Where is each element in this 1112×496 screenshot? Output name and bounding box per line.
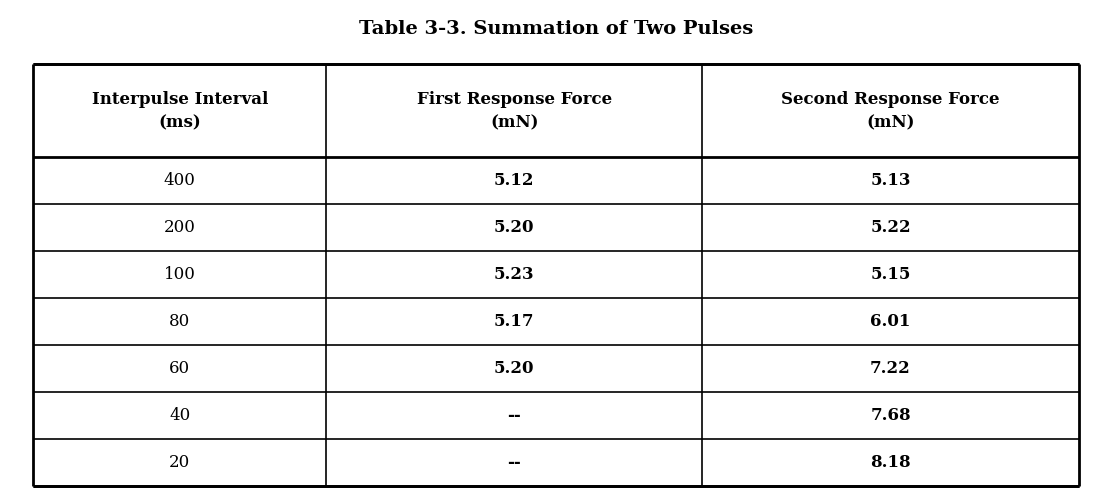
- Text: First Response Force
(mN): First Response Force (mN): [417, 91, 612, 131]
- Text: Table 3-3. Summation of Two Pulses: Table 3-3. Summation of Two Pulses: [359, 20, 753, 38]
- Text: 20: 20: [169, 454, 190, 471]
- Text: 400: 400: [163, 172, 196, 189]
- Text: 5.13: 5.13: [871, 172, 911, 189]
- Text: --: --: [507, 454, 522, 471]
- Text: --: --: [507, 407, 522, 424]
- Text: 5.22: 5.22: [871, 219, 911, 236]
- Text: 5.20: 5.20: [494, 219, 535, 236]
- Text: 6.01: 6.01: [871, 313, 911, 330]
- Text: Interpulse Interval
(ms): Interpulse Interval (ms): [91, 91, 268, 131]
- Text: 5.15: 5.15: [871, 266, 911, 283]
- Text: 60: 60: [169, 360, 190, 377]
- Text: 8.18: 8.18: [871, 454, 911, 471]
- Text: 7.68: 7.68: [871, 407, 911, 424]
- Text: Second Response Force
(mN): Second Response Force (mN): [782, 91, 1000, 131]
- Text: 5.12: 5.12: [494, 172, 535, 189]
- Text: 5.23: 5.23: [494, 266, 535, 283]
- Text: 200: 200: [163, 219, 196, 236]
- Text: 5.17: 5.17: [494, 313, 535, 330]
- Text: 7.22: 7.22: [870, 360, 911, 377]
- Text: 80: 80: [169, 313, 190, 330]
- Text: 100: 100: [163, 266, 196, 283]
- Text: 5.20: 5.20: [494, 360, 535, 377]
- Text: 40: 40: [169, 407, 190, 424]
